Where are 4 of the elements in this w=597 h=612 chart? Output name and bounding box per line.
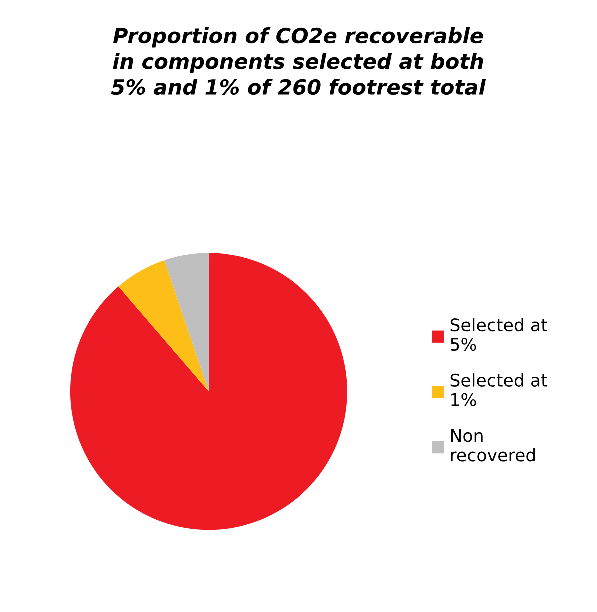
legend-label: Non recovered xyxy=(451,429,536,462)
legend-label: Selected at 5% xyxy=(450,318,548,352)
chart-title: Proportion of CO2e recoverable in components selected at both 5% and 1% of 260 footrest total xyxy=(111,28,486,96)
legend-label: Selected at 1% xyxy=(450,374,548,406)
